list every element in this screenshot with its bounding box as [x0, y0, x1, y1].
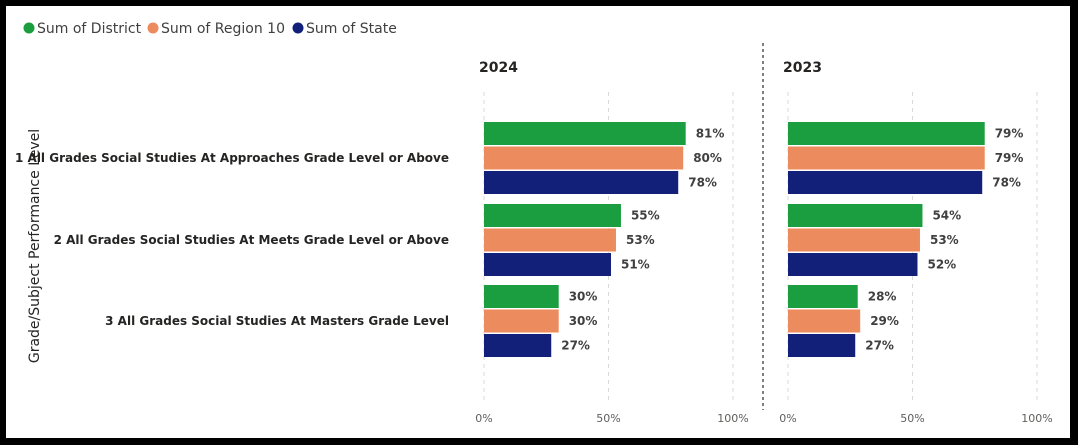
- panel-title: 2023: [783, 60, 822, 76]
- grouped-bar-chart: Sum of District Sum of Region 10 Sum of St…: [15, 21, 1053, 425]
- bar[interactable]: [484, 253, 611, 276]
- chart-frame: Sum of District Sum of Region 10 Sum of St…: [6, 6, 1070, 438]
- data-label: 30%: [569, 314, 598, 328]
- x-tick-label: 100%: [1021, 412, 1052, 425]
- legend-swatch: [147, 22, 159, 34]
- data-label: 51%: [621, 258, 650, 272]
- bar[interactable]: [484, 122, 686, 145]
- data-label: 79%: [995, 127, 1024, 141]
- bar[interactable]: [788, 146, 985, 170]
- category-label: 1 All Grades Social Studies At Approache…: [15, 151, 449, 165]
- data-label: 27%: [561, 339, 590, 353]
- panel-title: 2024: [479, 60, 518, 76]
- bar[interactable]: [788, 253, 918, 276]
- x-tick-label: 100%: [717, 412, 748, 425]
- bar[interactable]: [788, 204, 923, 227]
- data-label: 79%: [995, 151, 1024, 165]
- data-label: 30%: [569, 290, 598, 304]
- bar[interactable]: [788, 171, 983, 194]
- bar[interactable]: [484, 228, 616, 252]
- bar[interactable]: [788, 228, 920, 252]
- category-labels: 1 All Grades Social Studies At Approache…: [15, 151, 449, 328]
- data-label: 55%: [631, 209, 660, 223]
- data-label: 28%: [868, 290, 897, 304]
- bar[interactable]: [788, 285, 858, 308]
- legend-label[interactable]: Sum of State: [306, 21, 397, 37]
- bar[interactable]: [484, 146, 684, 170]
- bar[interactable]: [484, 309, 559, 333]
- data-label: 80%: [693, 151, 722, 165]
- category-label: 2 All Grades Social Studies At Meets Gra…: [54, 233, 449, 247]
- data-label: 53%: [626, 233, 655, 247]
- data-label: 52%: [927, 258, 956, 272]
- data-label: 78%: [688, 176, 717, 190]
- data-label: 78%: [992, 176, 1021, 190]
- bar[interactable]: [788, 309, 861, 333]
- panels: 2024 0% 50% 100% 81% 55% 30% 80% 53% 30% 78% 51% 27%…: [475, 60, 1052, 425]
- bar[interactable]: [788, 122, 985, 145]
- x-tick-label: 50%: [596, 412, 620, 425]
- bar[interactable]: [484, 171, 679, 194]
- bar[interactable]: [484, 204, 621, 227]
- legend-swatch: [23, 22, 35, 34]
- x-tick-label: 50%: [900, 412, 924, 425]
- bar[interactable]: [484, 334, 552, 357]
- y-axis-title: Grade/Subject Performance Level: [27, 129, 43, 363]
- data-label: 29%: [870, 314, 899, 328]
- legend-label[interactable]: Sum of Region 10: [161, 21, 285, 37]
- legend: Sum of District Sum of Region 10 Sum of St…: [23, 21, 397, 37]
- data-label: 54%: [932, 209, 961, 223]
- data-label: 27%: [865, 339, 894, 353]
- bar[interactable]: [484, 285, 559, 308]
- bar[interactable]: [788, 334, 856, 357]
- legend-swatch: [292, 22, 304, 34]
- panel-2024: 2024 0% 50% 100% 81% 55% 30% 80% 53% 30% 78% 51% 27%: [475, 60, 748, 425]
- category-label: 3 All Grades Social Studies At Masters G…: [105, 314, 449, 328]
- data-label: 81%: [696, 127, 725, 141]
- x-tick-label: 0%: [779, 412, 796, 425]
- data-label: 53%: [930, 233, 959, 247]
- legend-label[interactable]: Sum of District: [37, 21, 142, 37]
- panel-2023: 2023 0% 50% 100% 79% 54% 28% 79% 53% 29% 78% 52% 27%: [779, 60, 1052, 425]
- x-tick-label: 0%: [475, 412, 492, 425]
